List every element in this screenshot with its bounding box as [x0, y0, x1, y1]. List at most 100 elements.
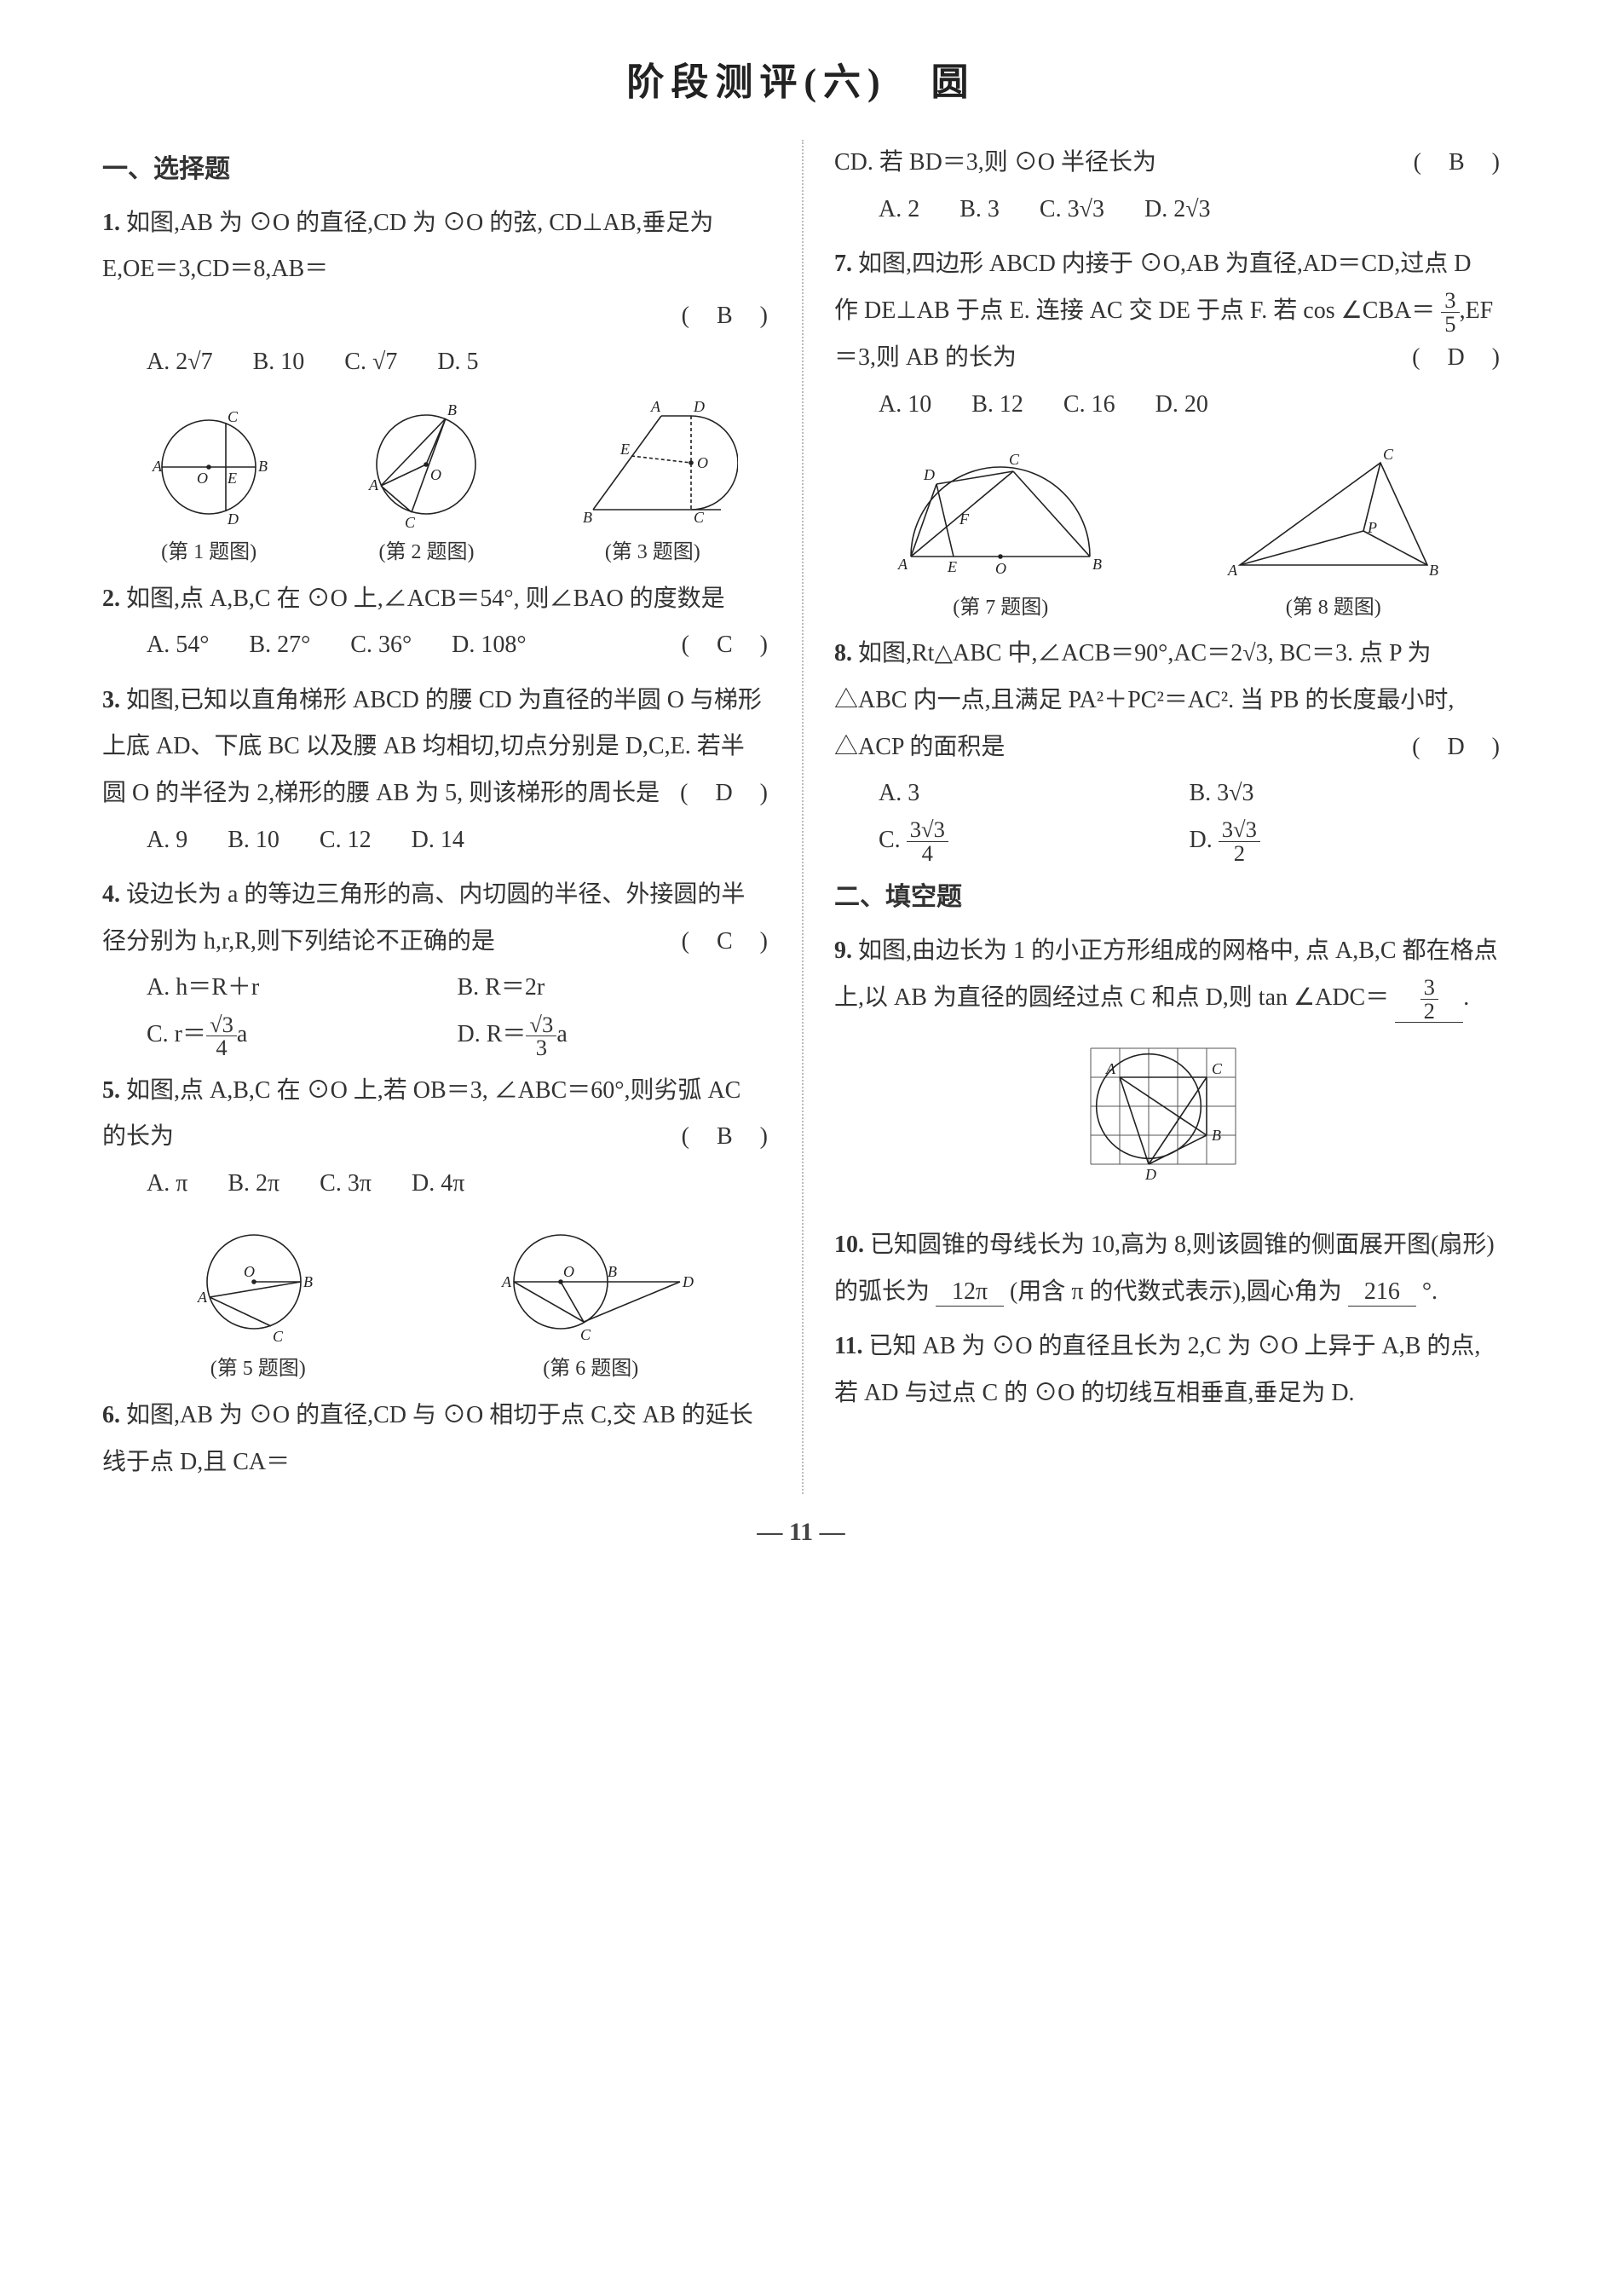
figure-8: AB CP (第 8 题图) [1214, 437, 1453, 628]
q5-opt-c: C. 3π [320, 1161, 372, 1208]
q1-options: A. 2√7 B. 10 C. √7 D. 5 [147, 339, 768, 386]
page-number: — 11 — [102, 1518, 1500, 1547]
q4-answer: C [713, 928, 736, 955]
question-4: 4. 设边长为 a 的等边三角形的高、内切圆的半径、外接圆的半径分别为 h,r,… [102, 872, 768, 1059]
q2-options: A. 54° B. 27° C. 36° D. 108° [147, 622, 768, 669]
q10-text-2: (用含 π 的代数式表示),圆心角为 [1010, 1278, 1342, 1305]
q1-answer: B [713, 303, 736, 329]
q1-opt-b: B. 10 [253, 339, 305, 386]
q1-number: 1. [102, 210, 120, 236]
q11-text: 已知 AB 为 ⊙O 的直径且长为 2,C 为 ⊙O 上异于 A,B 的点,若 … [834, 1333, 1480, 1406]
question-9: 9. 如图,由边长为 1 的小正方形组成的网格中, 点 A,B,C 都在格点上,… [834, 928, 1500, 1023]
svg-text:D: D [227, 511, 239, 528]
q7-opt-a: A. 10 [879, 382, 931, 429]
q3-options: A. 9 B. 10 C. 12 D. 14 [147, 817, 768, 864]
question-8: 8. 如图,Rt△ABC 中,∠ACB＝90°,AC＝2√3, BC＝3. 点 … [834, 631, 1500, 864]
svg-text:C: C [273, 1328, 284, 1345]
svg-text:A: A [197, 1289, 208, 1306]
svg-text:C: C [580, 1326, 591, 1343]
figure-6: AO BD C (第 6 题图) [480, 1215, 701, 1389]
q8-number: 8. [834, 640, 852, 666]
svg-text:O: O [244, 1263, 255, 1280]
q6-number: 6. [102, 1402, 120, 1428]
figure-9: A C B D [834, 1031, 1500, 1210]
q10-number: 10. [834, 1232, 864, 1258]
right-column: CD. 若 BD＝3,则 ⊙O 半径长为 ( B ) A. 2 B. 3 C. … [802, 140, 1500, 1494]
q3-answer: D [712, 780, 735, 806]
figure-1: AB CD OE (第 1 题图) [132, 395, 285, 573]
figure-8-caption: (第 8 题图) [1214, 588, 1453, 628]
q10-text-3: °. [1422, 1278, 1438, 1305]
figure-row-1-2-3: AB CD OE (第 1 题图) [102, 395, 768, 573]
page-title: 阶段测评(六) 圆 [102, 51, 1500, 106]
q2-opt-d: D. 108° [452, 622, 526, 669]
q6-options: A. 2 B. 3 C. 3√3 D. 2√3 [879, 187, 1500, 234]
q5-opt-a: A. π [147, 1161, 187, 1208]
q5-opt-b: B. 2π [228, 1161, 279, 1208]
figure-2-caption: (第 2 题图) [345, 533, 507, 573]
question-11: 11. 已知 AB 为 ⊙O 的直径且长为 2,C 为 ⊙O 上异于 A,B 的… [834, 1324, 1500, 1416]
svg-text:O: O [197, 470, 208, 487]
svg-text:O: O [995, 560, 1006, 577]
svg-text:O: O [697, 454, 708, 471]
figure-7-caption: (第 7 题图) [881, 588, 1120, 628]
q4-options: A. h＝R＋r B. R＝2r C. r＝√34a D. R＝√33a [147, 965, 768, 1059]
q4-opt-a: A. h＝R＋r [147, 965, 458, 1012]
question-1: 1. 如图,AB 为 ⊙O 的直径,CD 为 ⊙O 的弦, CD⊥AB,垂足为 … [102, 200, 768, 386]
q6-opt-a: A. 2 [879, 187, 919, 234]
two-column-layout: 一、选择题 1. 如图,AB 为 ⊙O 的直径,CD 为 ⊙O 的弦, CD⊥A… [102, 140, 1500, 1494]
q2-text: 如图,点 A,B,C 在 ⊙O 上,∠ACB＝54°, 则∠BAO 的度数是 [126, 586, 725, 612]
svg-text:D: D [1144, 1166, 1156, 1183]
q3-opt-b: B. 10 [228, 817, 279, 864]
q8-opt-b: B. 3√3 [1190, 770, 1501, 817]
q4-text: 设边长为 a 的等边三角形的高、内切圆的半径、外接圆的半径分别为 h,r,R,则… [102, 881, 745, 955]
svg-text:C: C [1383, 446, 1394, 463]
q2-number: 2. [102, 586, 120, 612]
svg-text:B: B [1212, 1127, 1221, 1144]
q6-continuation: CD. 若 BD＝3,则 ⊙O 半径长为 [834, 149, 1156, 176]
q2-answer: C [713, 632, 736, 658]
section-1-heading: 一、选择题 [102, 145, 768, 195]
q8-answer: D [1444, 734, 1467, 760]
svg-text:C: C [1009, 451, 1020, 468]
figure-5-caption: (第 5 题图) [169, 1349, 348, 1389]
svg-text:P: P [1367, 519, 1377, 536]
q4-opt-b: B. R＝2r [458, 965, 769, 1012]
q7-text-1: 如图,四边形 ABCD 内接于 ⊙O,AB 为直径,AD＝CD,过点 D 作 D… [834, 251, 1471, 324]
figure-row-7-8: AB CD EF O (第 7 题图) [834, 437, 1500, 628]
svg-text:C: C [694, 509, 705, 526]
svg-text:C: C [1212, 1060, 1223, 1077]
q7-number: 7. [834, 251, 852, 277]
q1-opt-a: A. 2√7 [147, 339, 213, 386]
svg-text:A: A [501, 1273, 512, 1290]
question-10: 10. 已知圆锥的母线长为 10,高为 8,则该圆锥的侧面展开图(扇形)的弧长为… [834, 1222, 1500, 1315]
q2-opt-a: A. 54° [147, 622, 209, 669]
q8-options: A. 3 B. 3√3 C. 3√34 D. 3√32 [879, 770, 1500, 864]
q9-period: . [1463, 984, 1469, 1011]
svg-text:C: C [228, 408, 239, 425]
svg-text:A: A [1105, 1060, 1116, 1077]
q3-opt-c: C. 12 [320, 817, 372, 864]
q4-number: 4. [102, 881, 120, 908]
q5-text: 如图,点 A,B,C 在 ⊙O 上,若 OB＝3, ∠ABC＝60°,则劣弧 A… [102, 1077, 740, 1151]
svg-text:F: F [959, 511, 970, 528]
q3-opt-d: D. 14 [412, 817, 464, 864]
q9-number: 9. [834, 937, 852, 964]
q6-text: 如图,AB 为 ⊙O 的直径,CD 与 ⊙O 相切于点 C,交 AB 的延长线于… [102, 1402, 753, 1475]
q4-opt-c: C. r＝√34a [147, 1012, 458, 1059]
svg-text:B: B [447, 401, 457, 418]
q10-blank-2: 216 [1348, 1278, 1416, 1307]
q5-options: A. π B. 2π C. 3π D. 4π [147, 1161, 768, 1208]
q2-opt-c: C. 36° [350, 622, 412, 669]
svg-text:B: B [583, 509, 592, 526]
svg-text:A: A [368, 476, 379, 493]
q7-fraction: 35 [1441, 289, 1459, 335]
q1-opt-c: C. √7 [344, 339, 397, 386]
q1-opt-d: D. 5 [437, 339, 478, 386]
svg-text:E: E [227, 470, 237, 487]
q8-opt-c: C. 3√34 [879, 817, 1190, 865]
question-5: 5. 如图,点 A,B,C 在 ⊙O 上,若 OB＝3, ∠ABC＝60°,则劣… [102, 1068, 768, 1208]
svg-text:O: O [563, 1263, 574, 1280]
svg-text:E: E [619, 441, 630, 458]
q8-text: 如图,Rt△ABC 中,∠ACB＝90°,AC＝2√3, BC＝3. 点 P 为… [834, 640, 1454, 759]
